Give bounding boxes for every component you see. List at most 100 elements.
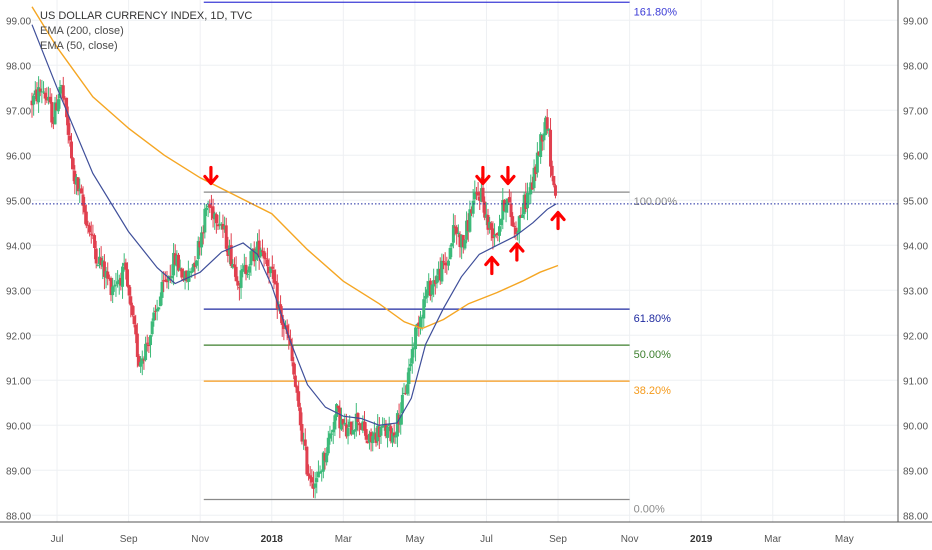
candle-body — [471, 200, 475, 214]
candle-body — [318, 471, 322, 474]
candle-body — [51, 121, 55, 125]
candle-body — [455, 227, 459, 234]
candle-body — [147, 344, 151, 347]
candle-body — [97, 256, 101, 264]
candle-body — [125, 269, 129, 287]
candle-body — [353, 430, 357, 432]
candle-body — [76, 177, 80, 192]
candle-body — [320, 470, 324, 472]
candle-body — [56, 99, 60, 112]
candle-body — [204, 207, 208, 211]
y-tick-label-left: 89.00 — [6, 466, 31, 477]
candle-body — [323, 452, 327, 461]
candle-body — [42, 91, 46, 93]
candle-body — [532, 167, 536, 189]
candle-body — [550, 165, 554, 176]
candle-body — [186, 270, 190, 282]
candle-body — [484, 214, 488, 218]
candle-body — [394, 434, 398, 438]
candle-body — [425, 289, 429, 298]
candle-body — [43, 92, 47, 99]
candle-body — [129, 296, 133, 306]
candle-body — [497, 226, 501, 236]
candle-body — [305, 446, 309, 475]
candle-body — [450, 243, 454, 247]
candle-body — [293, 375, 297, 387]
candle-body — [196, 240, 200, 260]
candle-body — [445, 264, 449, 266]
candle-body — [121, 266, 125, 287]
candle-body — [94, 248, 98, 264]
candle-body — [381, 425, 385, 428]
candle-body — [191, 264, 195, 272]
candle-body — [453, 226, 457, 228]
arrow-down-icon — [475, 165, 491, 186]
fib-level-label: 0.00% — [634, 504, 665, 516]
candle-body — [61, 85, 65, 99]
candle-body — [316, 471, 320, 478]
x-tick-label: Mar — [764, 534, 782, 545]
y-tick-label-right: 91.00 — [903, 376, 928, 387]
legend-ema200: EMA (200, close) — [40, 25, 124, 37]
candle-body — [216, 224, 220, 227]
candle-body — [547, 128, 551, 131]
candle-body — [223, 226, 227, 229]
candle-body — [140, 358, 144, 364]
candle-body — [229, 245, 233, 266]
y-tick-label-left: 90.00 — [6, 421, 31, 432]
candle-body — [114, 284, 118, 286]
candle-body — [270, 266, 274, 269]
candle-body — [117, 279, 121, 283]
x-tick-label: Mar — [335, 534, 353, 545]
candle-body — [158, 296, 162, 307]
candle-body — [65, 97, 69, 118]
candle-body — [139, 362, 143, 367]
candle-body — [386, 426, 390, 438]
candle-body — [481, 187, 485, 202]
y-tick-label-right: 98.00 — [903, 61, 928, 72]
candle-body — [254, 249, 258, 260]
ema200-line — [31, 6, 559, 330]
candle-body — [535, 152, 539, 173]
candle-body — [530, 182, 534, 190]
candle-body — [463, 240, 467, 249]
candle-body — [178, 267, 182, 271]
arrow-head — [484, 255, 500, 267]
candle-body — [183, 271, 187, 281]
candle-body — [410, 349, 414, 364]
candle-body — [292, 362, 296, 375]
arrow-head — [203, 174, 219, 186]
candle-body — [402, 393, 406, 395]
candle-body — [529, 182, 533, 195]
candle-body — [91, 234, 95, 236]
candle-body — [512, 226, 516, 228]
candle-body — [188, 271, 192, 273]
candle-body — [231, 264, 235, 268]
candle-body — [256, 241, 260, 251]
candle-body — [244, 264, 248, 275]
y-tick-label-right: 93.00 — [903, 286, 928, 297]
candle-body — [313, 483, 317, 488]
y-tick-label-left: 97.00 — [6, 106, 31, 117]
x-tick-label: Nov — [621, 534, 639, 545]
candle-body — [552, 176, 556, 186]
candle-body — [127, 285, 131, 296]
candle-body — [359, 423, 363, 430]
x-tick-label: Jul — [480, 534, 493, 545]
candle-body — [88, 225, 92, 233]
x-tick-label: 2018 — [261, 534, 284, 545]
candle-body — [409, 364, 413, 367]
candle-body — [326, 437, 330, 454]
candle-body — [173, 253, 177, 265]
candle-body — [405, 384, 409, 394]
candle-body — [501, 199, 505, 220]
y-tick-label-left: 95.00 — [6, 196, 31, 207]
x-tick-label: Jul — [51, 534, 64, 545]
candle-body — [346, 427, 350, 437]
candle-body — [461, 234, 465, 247]
candle-body — [506, 198, 510, 206]
candle-body — [321, 452, 325, 472]
candle-body — [422, 299, 426, 319]
candle-body — [119, 277, 123, 286]
